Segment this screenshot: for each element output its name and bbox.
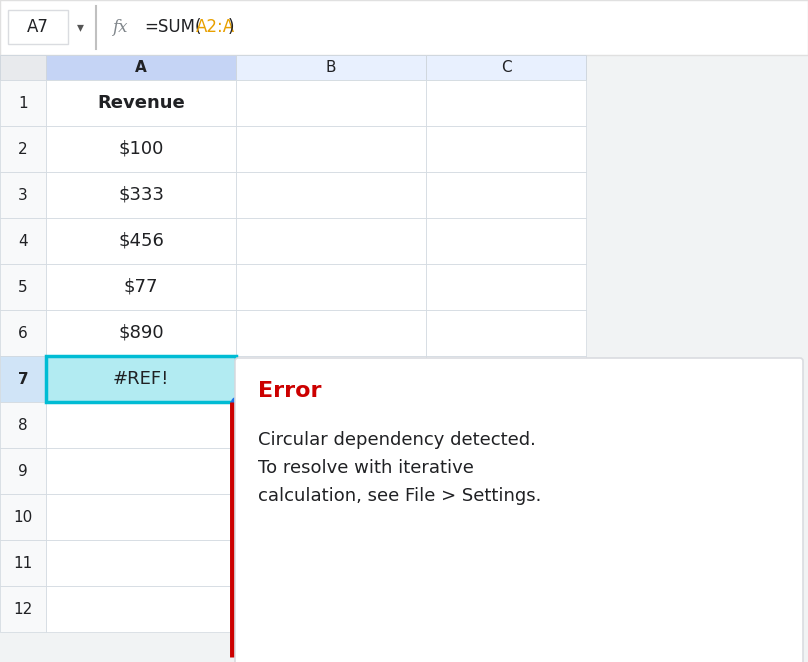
Bar (46, 494, 236, 540)
Text: 2: 2 (19, 142, 27, 156)
Bar (0, 402, 46, 448)
Bar (236, 494, 426, 540)
Bar (426, 356, 586, 402)
Bar (236, 586, 426, 632)
Bar (0, 310, 46, 356)
Text: 6: 6 (18, 326, 27, 340)
Bar (426, 494, 586, 540)
Text: 7: 7 (18, 371, 28, 387)
Text: $456: $456 (118, 232, 164, 250)
Bar (236, 126, 426, 172)
Bar (0, 218, 46, 264)
Bar (0, 126, 46, 172)
Bar (236, 402, 426, 448)
Text: 11: 11 (14, 555, 32, 571)
Bar (46, 310, 236, 356)
Bar (46, 264, 236, 310)
Text: 12: 12 (14, 602, 32, 616)
Bar (426, 172, 586, 218)
Bar (46, 356, 236, 402)
Bar (0, 494, 46, 540)
Bar (46, 448, 236, 494)
Bar (46, 540, 236, 586)
Text: $100: $100 (118, 140, 164, 158)
Text: C: C (501, 60, 511, 75)
Bar (236, 448, 426, 494)
FancyBboxPatch shape (235, 358, 803, 662)
Bar (46, 402, 236, 448)
Bar (0, 586, 46, 632)
Bar (236, 310, 426, 356)
Bar (0, 448, 46, 494)
Text: 10: 10 (14, 510, 32, 524)
Bar (426, 80, 586, 126)
Bar (236, 540, 426, 586)
Bar (426, 540, 586, 586)
Text: $77: $77 (124, 278, 158, 296)
Text: A2:A: A2:A (196, 19, 235, 36)
Text: $333: $333 (118, 186, 164, 204)
Text: $890: $890 (118, 324, 164, 342)
Bar (236, 172, 426, 218)
Bar (0, 540, 46, 586)
Text: 5: 5 (19, 279, 27, 295)
Bar (46, 172, 236, 218)
Text: 3: 3 (18, 187, 27, 203)
Bar (0, 80, 46, 126)
Bar (236, 218, 426, 264)
Bar (236, 264, 426, 310)
Text: A: A (135, 60, 147, 75)
Text: ▾: ▾ (77, 21, 83, 34)
Text: =SUM(: =SUM( (144, 19, 201, 36)
Bar (426, 126, 586, 172)
Bar (426, 264, 586, 310)
Text: Error: Error (258, 381, 322, 401)
Bar (426, 310, 586, 356)
Bar (46, 586, 236, 632)
Text: 9: 9 (18, 463, 27, 479)
Bar (0, 172, 46, 218)
Text: ): ) (228, 19, 234, 36)
Text: Revenue: Revenue (97, 94, 185, 112)
Bar (236, 55, 426, 80)
Bar (46, 126, 236, 172)
Bar (236, 356, 426, 402)
Bar (426, 586, 586, 632)
Bar (46, 80, 236, 126)
Text: #REF!: #REF! (113, 370, 169, 388)
Text: To resolve with iterative: To resolve with iterative (258, 459, 473, 477)
Bar (46, 55, 236, 80)
Text: fx: fx (112, 19, 128, 36)
Text: calculation, see File > Settings.: calculation, see File > Settings. (258, 487, 541, 505)
Text: B: B (326, 60, 336, 75)
Bar (426, 218, 586, 264)
Bar (426, 448, 586, 494)
Bar (46, 218, 236, 264)
Text: 1: 1 (19, 95, 27, 111)
Bar (8, 10, 68, 44)
Text: 4: 4 (19, 234, 27, 248)
Bar (426, 402, 586, 448)
Text: A7: A7 (27, 19, 49, 36)
Bar (0, 264, 46, 310)
Text: 8: 8 (19, 418, 27, 432)
Bar (426, 55, 586, 80)
Bar (0, 0, 808, 55)
Bar (46, 356, 236, 402)
Bar (0, 356, 46, 402)
Bar (0, 55, 46, 80)
Bar (236, 80, 426, 126)
Text: Circular dependency detected.: Circular dependency detected. (258, 431, 536, 449)
